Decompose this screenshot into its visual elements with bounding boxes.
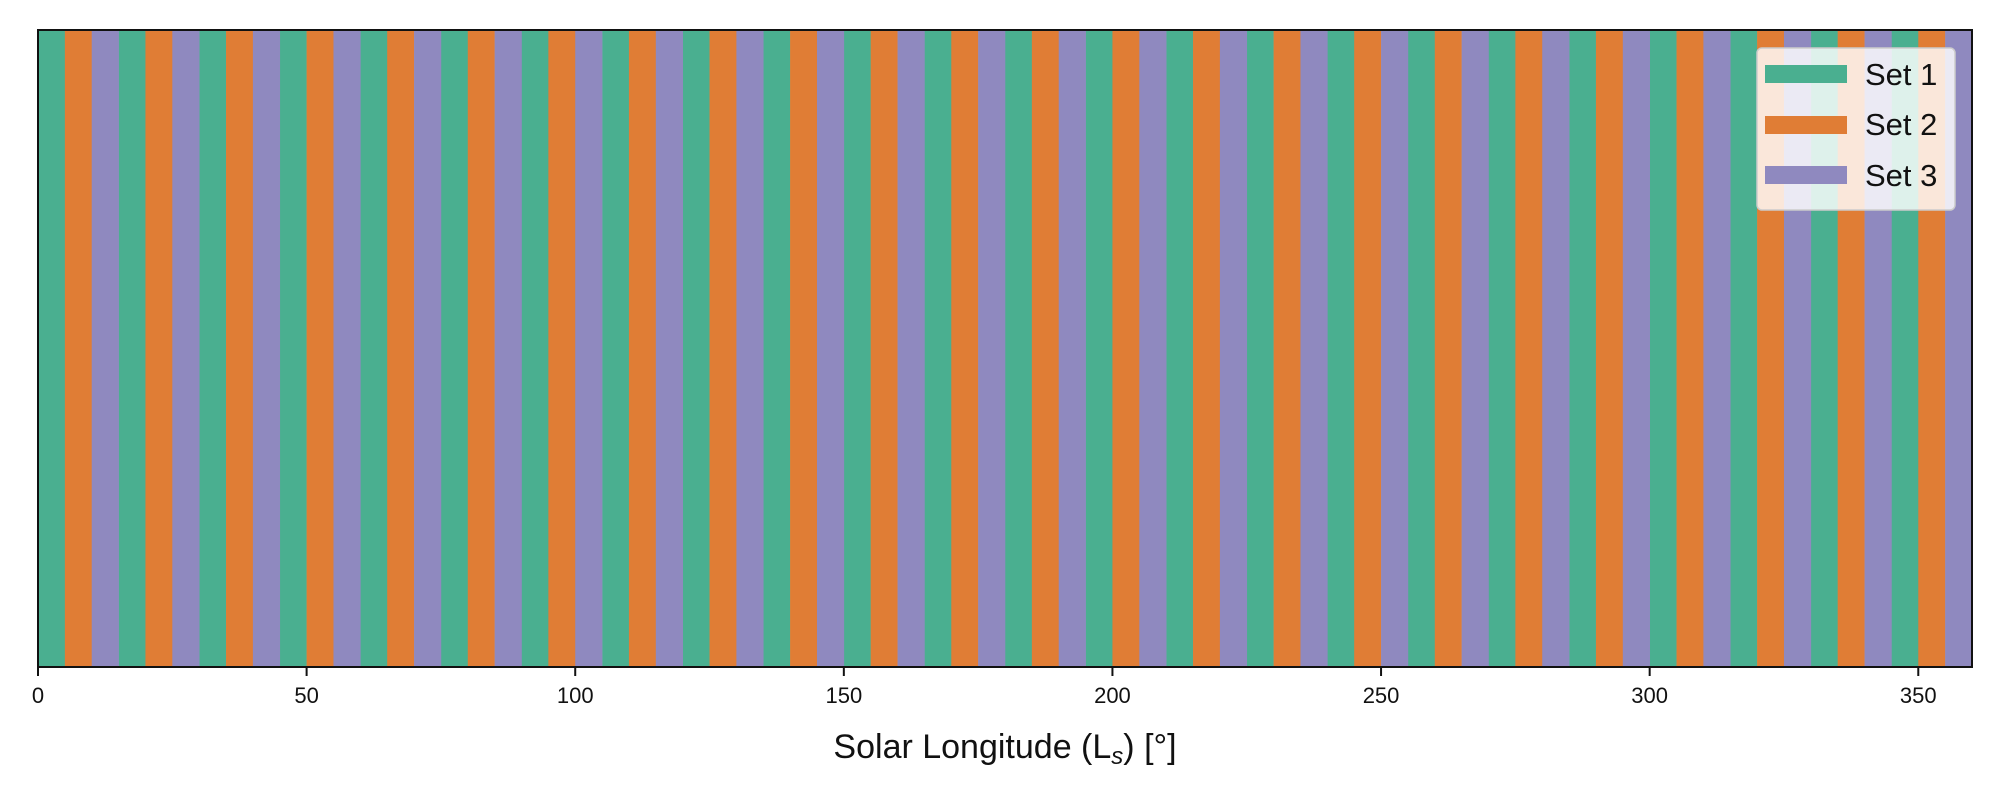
legend-swatch-set-3 [1765, 166, 1847, 184]
bar-set-2-bin-170 [951, 30, 979, 667]
legend-label-set-3: Set 3 [1865, 158, 1937, 193]
bar-set-1-bin-165 [924, 30, 952, 667]
bar-set-2-bin-80 [467, 30, 495, 667]
legend-swatch-set-2 [1765, 116, 1847, 134]
x-axis-label: Solar Longitude (Ls) [°] [833, 728, 1176, 770]
bar-set-1-bin-120 [682, 30, 710, 667]
x-tick-label-100: 100 [557, 683, 594, 708]
bar-set-3-bin-250 [1381, 30, 1409, 667]
x-tick-label-0: 0 [32, 683, 44, 708]
bar-set-1-bin-225 [1246, 30, 1274, 667]
bar-set-3-bin-70 [414, 30, 442, 667]
bar-set-3-bin-160 [897, 30, 925, 667]
bar-set-3-bin-100 [575, 30, 603, 667]
bar-set-2-bin-125 [709, 30, 737, 667]
bar-set-2-bin-230 [1273, 30, 1301, 667]
bar-set-1-bin-285 [1569, 30, 1597, 667]
bar-set-2-bin-95 [548, 30, 576, 667]
bar-set-2-bin-305 [1676, 30, 1704, 667]
x-tick-label-250: 250 [1363, 683, 1400, 708]
bar-set-1-bin-255 [1407, 30, 1436, 667]
bar-set-3-bin-310 [1703, 30, 1731, 667]
bar-set-2-bin-200 [1112, 30, 1140, 667]
x-tick-label-200: 200 [1094, 683, 1131, 708]
bar-set-1-bin-300 [1649, 30, 1677, 667]
bar-set-3-bin-205 [1139, 30, 1167, 667]
bar-set-1-bin-315 [1730, 30, 1758, 667]
bar-set-3-bin-55 [333, 30, 361, 667]
x-tick-label-300: 300 [1631, 683, 1668, 708]
bar-set-3-bin-115 [655, 30, 683, 667]
bar-set-2-bin-65 [387, 30, 415, 667]
bar-set-1-bin-135 [763, 30, 791, 667]
bar-set-2-bin-185 [1031, 30, 1060, 667]
bar-set-3-bin-235 [1300, 30, 1328, 667]
bar-set-1-bin-30 [199, 30, 227, 667]
bar-set-3-bin-85 [494, 30, 522, 667]
bar-set-3-bin-220 [1219, 30, 1248, 667]
bar-set-1-bin-150 [843, 30, 871, 667]
bar-set-3-bin-280 [1542, 30, 1570, 667]
bar-set-3-bin-130 [736, 30, 764, 667]
bar-set-2-bin-290 [1595, 30, 1624, 667]
bar-set-1-bin-90 [521, 30, 549, 667]
bar-set-1-bin-195 [1085, 30, 1113, 667]
bar-set-1-bin-210 [1166, 30, 1194, 667]
legend-label-set-2: Set 2 [1865, 107, 1937, 142]
bar-set-1-bin-240 [1327, 30, 1355, 667]
x-tick-label-350: 350 [1900, 683, 1937, 708]
bar-set-1-bin-60 [360, 30, 388, 667]
legend-swatch-set-1 [1765, 65, 1847, 83]
plot-frame [37, 29, 1973, 668]
bar-set-2-bin-110 [628, 30, 657, 667]
x-axis: 0 50 100 150 200 250 300 350 [32, 667, 1937, 708]
bar-set-2-bin-35 [226, 30, 254, 667]
bar-set-2-bin-215 [1193, 30, 1221, 667]
bar-set-2-bin-140 [790, 30, 818, 667]
bar-set-1-bin-75 [440, 30, 469, 667]
bar-set-3-bin-190 [1058, 30, 1086, 667]
bar-set-3-bin-295 [1622, 30, 1650, 667]
legend: Set 1 Set 2 Set 3 [1756, 47, 1956, 211]
bar-set-3-bin-10 [91, 30, 119, 667]
bar-set-1-bin-0 [38, 30, 66, 667]
bar-set-1-bin-270 [1488, 30, 1516, 667]
bar-set-2-bin-50 [306, 30, 334, 667]
bar-set-3-bin-265 [1461, 30, 1489, 667]
bar-set-3-bin-25 [172, 30, 200, 667]
bar-set-1-bin-180 [1005, 30, 1033, 667]
bar-set-1-bin-105 [602, 30, 630, 667]
bar-set-2-bin-155 [870, 30, 898, 667]
bar-set-2-bin-5 [64, 30, 93, 667]
bar-set-1-bin-45 [279, 30, 307, 667]
bars-layer [38, 30, 1973, 667]
bar-set-1-bin-15 [118, 30, 146, 667]
x-tick-label-150: 150 [825, 683, 862, 708]
bar-set-3-bin-40 [252, 30, 281, 667]
bar-set-2-bin-275 [1515, 30, 1543, 667]
bar-set-3-bin-145 [816, 30, 845, 667]
bar-set-3-bin-175 [978, 30, 1006, 667]
legend-label-set-1: Set 1 [1865, 57, 1937, 92]
bar-set-2-bin-260 [1434, 30, 1462, 667]
bar-set-2-bin-245 [1354, 30, 1382, 667]
x-tick-label-50: 50 [294, 683, 318, 708]
bar-set-2-bin-20 [145, 30, 173, 667]
